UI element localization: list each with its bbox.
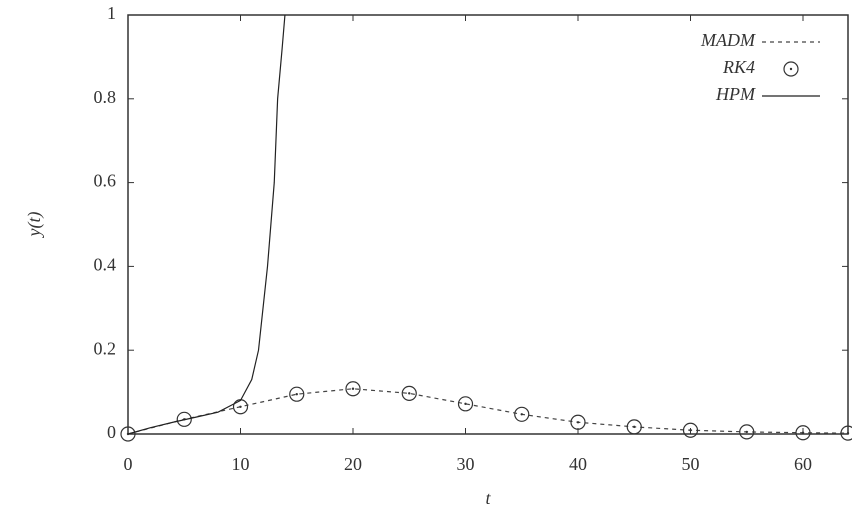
rk4-marker-dot bbox=[352, 388, 354, 390]
rk4-marker-dot bbox=[577, 421, 579, 423]
y-tick-label: 0.8 bbox=[94, 87, 117, 107]
series-line bbox=[128, 15, 285, 434]
y-tick-label: 1 bbox=[107, 3, 116, 23]
rk4-marker-dot bbox=[521, 413, 523, 415]
plot-frame bbox=[128, 15, 848, 434]
legend-label: MADM bbox=[700, 30, 756, 50]
x-tick-label: 0 bbox=[124, 454, 133, 474]
x-axis-label: t bbox=[485, 488, 491, 508]
rk4-marker-dot bbox=[464, 403, 466, 405]
x-tick-label: 40 bbox=[569, 454, 587, 474]
rk4-marker-dot bbox=[239, 406, 241, 408]
chart: t y(t) 0 10 20 30 40 50 60 0 0.2 0.4 0.6 0.8 1 MADM RK… bbox=[0, 0, 852, 516]
rk4-marker-dot bbox=[633, 426, 635, 428]
x-tick-label: 30 bbox=[457, 454, 475, 474]
rk4-marker-dot bbox=[296, 393, 298, 395]
rk4-marker-dot bbox=[847, 432, 849, 434]
rk4-marker-dot bbox=[408, 392, 410, 394]
legend-label: HPM bbox=[715, 84, 756, 104]
y-axis-label: y(t) bbox=[24, 212, 45, 239]
y-tick-label: 0.6 bbox=[94, 171, 117, 191]
y-tick-label: 0.2 bbox=[94, 338, 117, 358]
y-tick-label: 0 bbox=[107, 422, 116, 442]
rk4-marker-dot bbox=[802, 432, 804, 434]
x-tick-label: 50 bbox=[682, 454, 700, 474]
y-tick-label: 0.4 bbox=[94, 255, 117, 275]
x-tick-label: 10 bbox=[232, 454, 250, 474]
legend-marker bbox=[790, 68, 792, 70]
x-tick-label: 60 bbox=[794, 454, 812, 474]
legend-label: RK4 bbox=[722, 57, 755, 77]
x-tick-label: 20 bbox=[344, 454, 362, 474]
rk4-marker-dot bbox=[689, 429, 691, 431]
rk4-marker-dot bbox=[746, 431, 748, 433]
